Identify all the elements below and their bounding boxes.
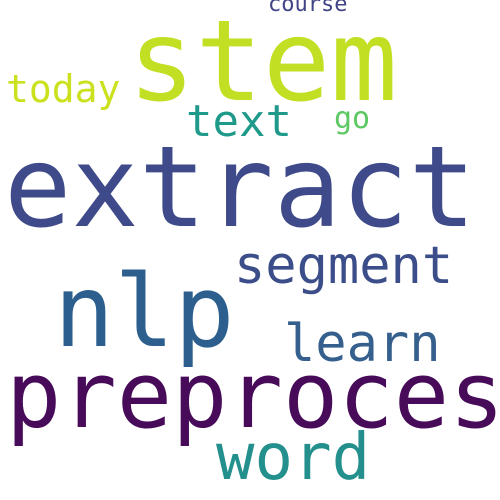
word-course: course <box>268 0 348 17</box>
word-nlp: nlp <box>54 253 235 370</box>
word-extract: extract <box>4 123 477 253</box>
word-segment: segment <box>234 236 454 296</box>
word-learn: learn <box>284 314 441 374</box>
word-preprocess: preprocess <box>6 342 500 449</box>
word-word: word <box>216 421 371 495</box>
word-today: today <box>6 67 121 111</box>
word-go: go <box>334 101 371 136</box>
word-text: text <box>186 96 292 147</box>
word-stem: stem <box>128 0 398 127</box>
